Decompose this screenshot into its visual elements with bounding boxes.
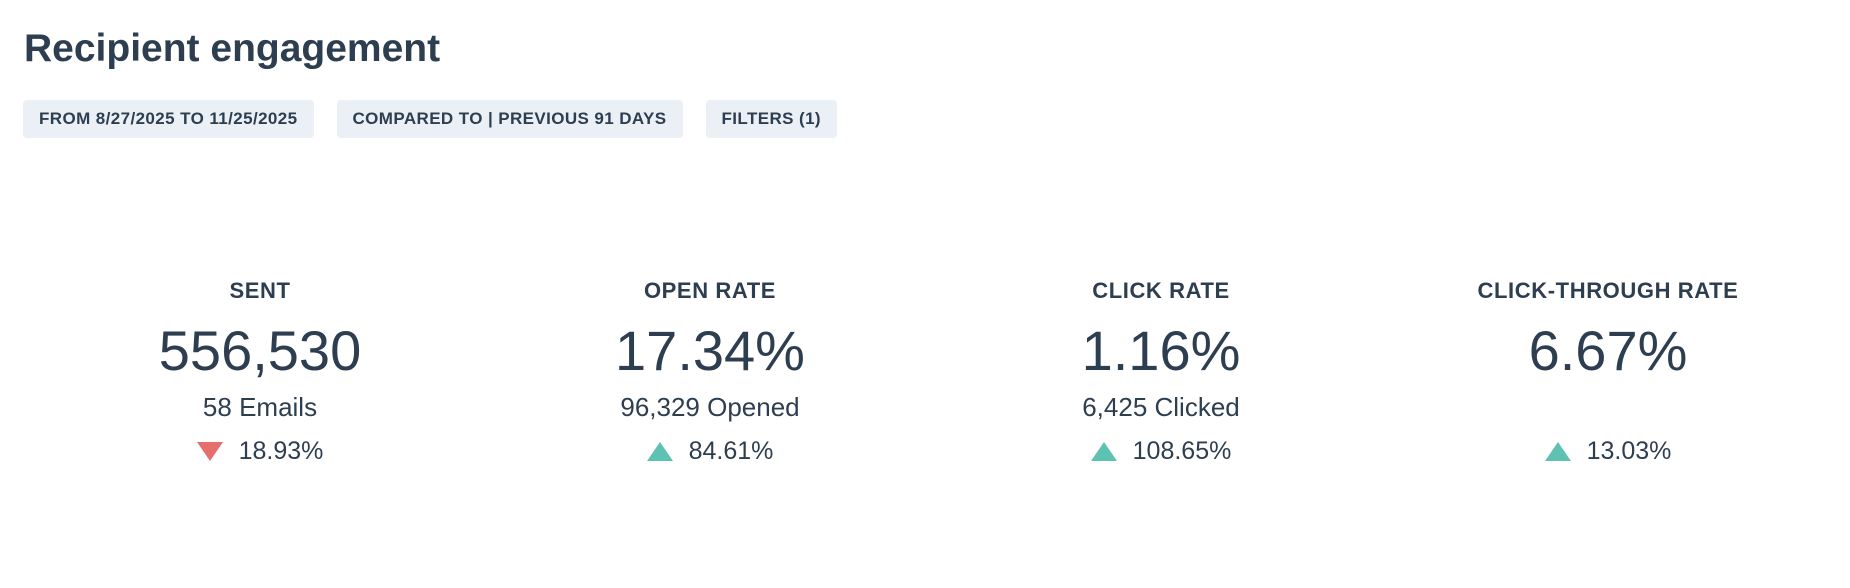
- metric-value: 17.34%: [615, 319, 805, 382]
- filter-bar: FROM 8/27/2025 TO 11/25/2025 COMPARED TO…: [23, 100, 837, 138]
- triangle-up-icon: [1090, 441, 1117, 461]
- date-range-filter-button[interactable]: FROM 8/27/2025 TO 11/25/2025: [23, 100, 314, 138]
- metric-change: 108.65%: [961, 434, 1361, 468]
- metric-label: CLICK RATE: [1092, 278, 1230, 303]
- metric-change: 18.93%: [60, 434, 460, 468]
- metric-subtext: [1408, 390, 1808, 424]
- metric-click-through-rate: CLICK-THROUGH RATE 6.67% 13.03%: [1408, 276, 1808, 468]
- metric-label: SENT: [229, 278, 291, 303]
- metric-click-rate: CLICK RATE 1.16% 6,425 Clicked 108.65%: [961, 276, 1361, 468]
- metric-change-value: 84.61%: [688, 437, 774, 465]
- metric-open-rate: OPEN RATE 17.34% 96,329 Opened 84.61%: [510, 276, 910, 468]
- triangle-up-icon: [646, 441, 673, 461]
- metric-subtext: 96,329 Opened: [620, 392, 800, 422]
- metric-value: 6.67%: [1528, 319, 1688, 382]
- triangle-up-icon: [1544, 441, 1571, 461]
- triangle-down-icon: [196, 441, 223, 461]
- metric-change: 84.61%: [510, 434, 910, 468]
- metric-change-value: 18.93%: [238, 437, 324, 465]
- page-title: Recipient engagement: [24, 27, 441, 70]
- comparison-filter-button[interactable]: COMPARED TO | PREVIOUS 91 DAYS: [336, 100, 683, 138]
- metric-value: 1.16%: [1081, 319, 1241, 382]
- metric-label: OPEN RATE: [643, 278, 777, 303]
- metric-subtext: 58 Emails: [202, 392, 318, 422]
- metric-value: 556,530: [158, 319, 362, 382]
- metric-change: 13.03%: [1408, 434, 1808, 468]
- metric-subtext: 6,425 Clicked: [1082, 392, 1240, 422]
- metric-change-value: 13.03%: [1586, 437, 1672, 465]
- metric-change-value: 108.65%: [1132, 437, 1232, 465]
- filters-button[interactable]: FILTERS (1): [705, 100, 837, 138]
- metric-label: CLICK-THROUGH RATE: [1477, 278, 1739, 303]
- metric-sent: SENT 556,530 58 Emails 18.93%: [60, 276, 460, 468]
